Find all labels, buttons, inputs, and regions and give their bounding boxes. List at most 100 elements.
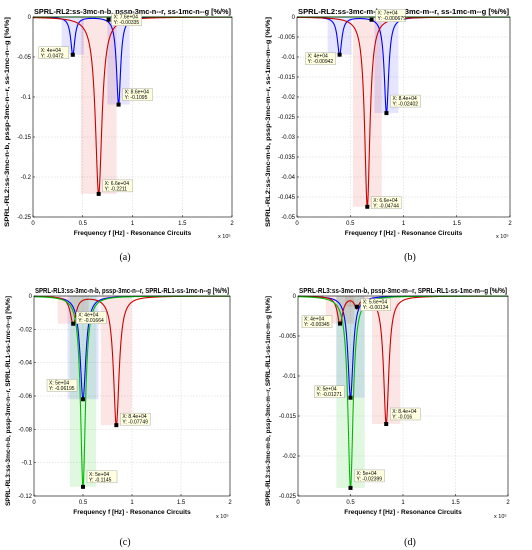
x-tick-label: 1 [131,221,135,227]
x-tick-label: 1.5 [451,500,460,506]
y-tick-label: -0.015 [278,75,296,81]
y-tick-label: -0.025 [278,115,296,121]
datatip: X: 4e+04Y: -0.0472 [38,46,75,59]
datatip-marker [337,52,342,57]
datatip-x: X: 4e+04 [41,48,61,54]
y-axis-label: SPRL-RL3:ss-3mc-m-b, pssp-3mc-m--r, SPRL… [266,296,272,506]
datatip: X: 8.4e+04Y: -0.02402 [384,94,421,116]
datatip-box [354,469,385,483]
datatip-box [301,315,333,328]
x-tick-label: 0 [32,500,36,506]
datatip-marker [70,52,75,57]
datatip-y: Y: -0.1095 [125,95,148,101]
datatip-y: Y: -0.02399 [357,476,383,482]
datatip-x: X: 8.6e+04 [125,90,150,96]
datatip-box [120,412,151,426]
x-tick-label: 2 [508,221,512,227]
datatip-x: X: 4e+04 [308,54,328,60]
datatip-box [46,379,78,392]
datatip-x: X: 7.6e+04 [114,15,139,21]
datatip-x: X: 5e+04 [89,472,109,478]
dip-band-series-1 [372,296,401,424]
x-tick-label: 0.5 [79,221,88,227]
y-tick-label: 0 [292,15,296,21]
x-tick-label: 0 [295,221,299,227]
datatip-x: X: 6.6e+04 [105,181,130,187]
dip-band-series-1 [80,17,117,194]
datatip-box [314,385,345,398]
dip-band-series-0 [327,17,352,55]
datatip: X: 4e+04Y: -0.00345 [301,315,342,328]
datatip-y: Y: -0.06195 [49,386,75,392]
x-scale-label: x 10⁵ [496,233,509,240]
y-tick-label: -0.2 [21,175,32,181]
y-tick-label: 0 [28,15,32,21]
datatip: X: 5e+04Y: -0.02399 [348,469,385,490]
datatip-x: X: 5e+04 [317,387,337,393]
datatip-marker [81,397,85,402]
datatip-marker [106,17,111,22]
y-tick-label: -0.01 [282,374,296,380]
datatip-y: Y: -0.2211 [105,186,128,192]
chart-title: SPRL-RL2:ss-3mc-n-b, pssp-3mc-n--r, ss-1… [34,9,231,16]
chart-title: SPRL-RL3:ss-3mc-m-b, pssp-3mc-m--r, SPRL… [299,288,507,295]
y-tick-label: -0.15 [17,135,31,141]
datatip-y: Y: -0.00942 [308,59,334,65]
datatip-marker [114,423,119,428]
datatip-marker [81,484,85,489]
y-tick-label: 0 [29,294,33,300]
x-tick-label: 0 [31,221,35,227]
datatip-marker [348,485,353,490]
datatip: X: 5e+04Y: -0.01271 [314,385,353,400]
datatip: X: 4e+04Y: -0.00942 [305,52,342,65]
x-axis-label: Frequency f [Hz] - Resonance Circuits [344,509,462,516]
y-tick-label: -0.05 [281,215,295,221]
dip-band-series-0 [374,17,399,114]
datatip: X: 7e+04Y: -0.000679 [369,9,406,22]
x-scale-label: x 10⁵ [218,233,231,240]
datatip: X: 4e+04Y: -0.01664 [71,311,107,326]
chart-title: SPRL-RL3:ss-3mc-n-b, pssp-3mc-n--r, SPRL… [35,288,229,295]
chart-panel-b: 0 0.5 1 1.5 2 -0.05 -0.045 -0.04 -0.035 -0.03 -0.0… [266,9,512,263]
y-tick-label: -0.25 [17,215,31,221]
y-tick-label: -0.1 [21,95,32,101]
y-tick-label: -0.1 [22,461,33,467]
y-tick-label: -0.12 [18,494,32,500]
datatip-y: Y: -0.07749 [122,420,148,426]
datatip-box [122,88,153,101]
y-tick-label: -0.005 [279,334,297,340]
datatip-x: X: 4e+04 [304,317,324,323]
y-tick-label: -0.035 [278,155,296,161]
y-axis-label: SPRL-RL2:ss-3mc-n-b, pssp-3mc-n--r, ss-1… [5,17,11,227]
y-tick-label: -0.08 [18,427,32,433]
datatip-x: X: 8.4e+04 [122,414,147,420]
dip-band-series-0 [336,296,365,398]
datatip-marker [365,204,370,209]
datatip-x: X: 5e+04 [357,471,377,477]
y-axis-label: SPRL-RL3:ss-3mc-n-b, pssp-3mc-n--r, SPRL… [6,296,12,506]
dip-band-series-0 [61,17,84,55]
datatip-box [111,13,142,26]
datatip-x: X: 7e+04 [378,11,398,17]
x-tick-label: 0.5 [79,500,88,506]
datatip-marker [354,304,359,309]
chart-panel-a: 0 0.5 1 1.5 2 -0.25 -0.2 -0.15 -0.1 -0.05 0 x 10⁵ SP… [5,9,234,263]
dip-band-series-1 [352,17,382,207]
chart-panel-d: 0 0.5 1 1.5 2 -0.025 -0.02 -0.015 -0.01 -0.005 0 x … [266,288,510,548]
datatip-box [390,407,421,421]
y-axis-label: SPRL-RL2:ss-3mc-m-b, pssp-3mc-m--r, ss-1… [266,17,272,227]
panel-caption: (c) [119,537,130,548]
y-tick-label: -0.025 [279,494,297,500]
x-tick-label: 1.5 [453,221,462,227]
datatip-box [371,196,402,209]
datatip-box [86,470,118,484]
datatip-x: X: 8.4e+04 [392,96,417,102]
x-tick-label: 0.5 [346,221,355,227]
datatip-marker [116,102,121,107]
y-tick-label: -0.03 [281,135,295,141]
datatip: X: 6.6e+04Y: -0.2211 [96,179,133,196]
chart-panel-c: 0 0.5 1 1.5 2 -0.12 -0.1 -0.08 -0.06 -0.04 -0.02 0 x… [6,288,232,548]
x-axis-label: Frequency f [Hz] - Resonance Circuits [74,230,192,237]
datatip-y: Y: -0.1145 [89,477,112,483]
x-tick-label: 2 [228,500,232,506]
